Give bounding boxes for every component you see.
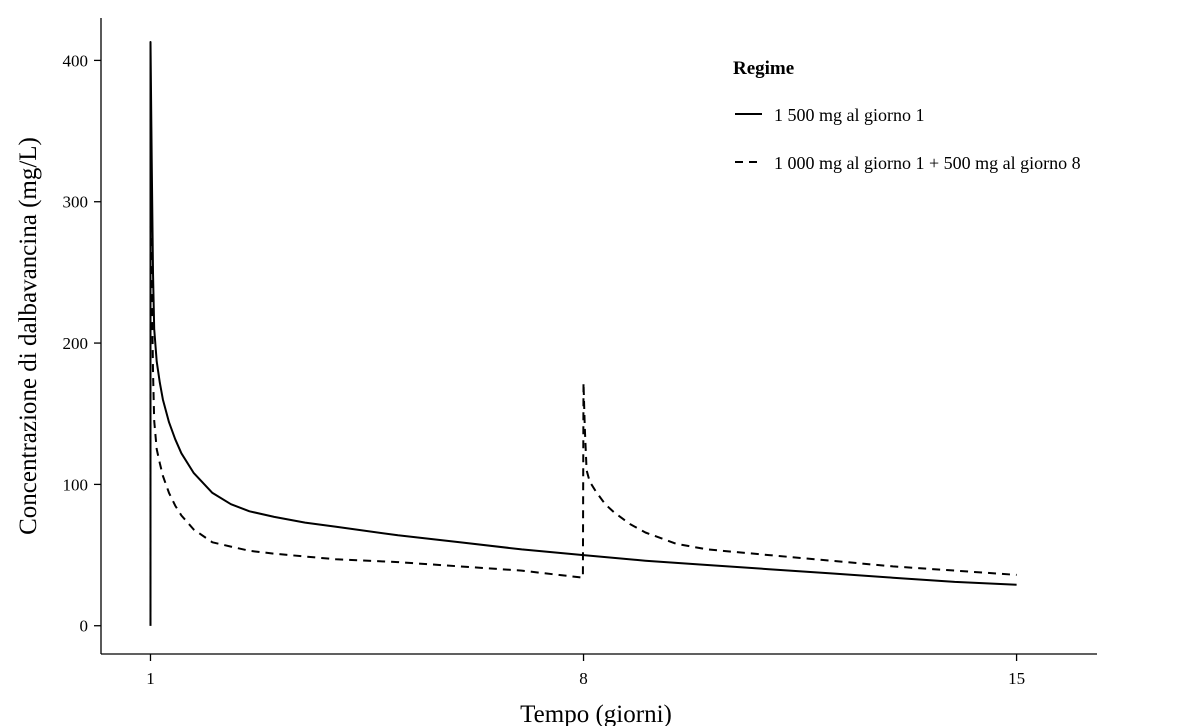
legend-item-solid: 1 500 mg al giorno 1	[735, 105, 925, 125]
series-layer	[149, 41, 1017, 626]
legend-item-dashed: 1 000 mg al giorno 1 + 500 mg al giorno …	[735, 153, 1081, 173]
x-tick-label: 8	[579, 669, 588, 688]
legend-label-solid: 1 500 mg al giorno 1	[774, 105, 925, 125]
legend-label-dashed: 1 000 mg al giorno 1 + 500 mg al giorno …	[774, 153, 1081, 173]
series-line-dashed	[149, 115, 1017, 626]
x-tick-label: 1	[146, 669, 155, 688]
series-line-solid	[149, 41, 1017, 626]
y-tick-label: 100	[63, 475, 89, 494]
x-axis-title: Tempo (giorni)	[520, 701, 672, 726]
y-tick-label: 400	[63, 51, 89, 70]
x-tick-label: 15	[1008, 669, 1025, 688]
legend: Regime 1 500 mg al giorno 1 1 000 mg al …	[733, 58, 1081, 173]
y-tick-label: 300	[63, 193, 89, 212]
axes	[100, 18, 1097, 655]
x-ticks: 1 8 15	[146, 654, 1025, 688]
y-tick-label: 200	[63, 334, 89, 353]
y-tick-label: 0	[80, 617, 89, 636]
y-axis-title: Concentrazione di dalbavancina (mg/L)	[15, 137, 42, 535]
y-ticks: 0 100 200 300 400	[63, 51, 101, 636]
legend-title: Regime	[733, 58, 794, 79]
